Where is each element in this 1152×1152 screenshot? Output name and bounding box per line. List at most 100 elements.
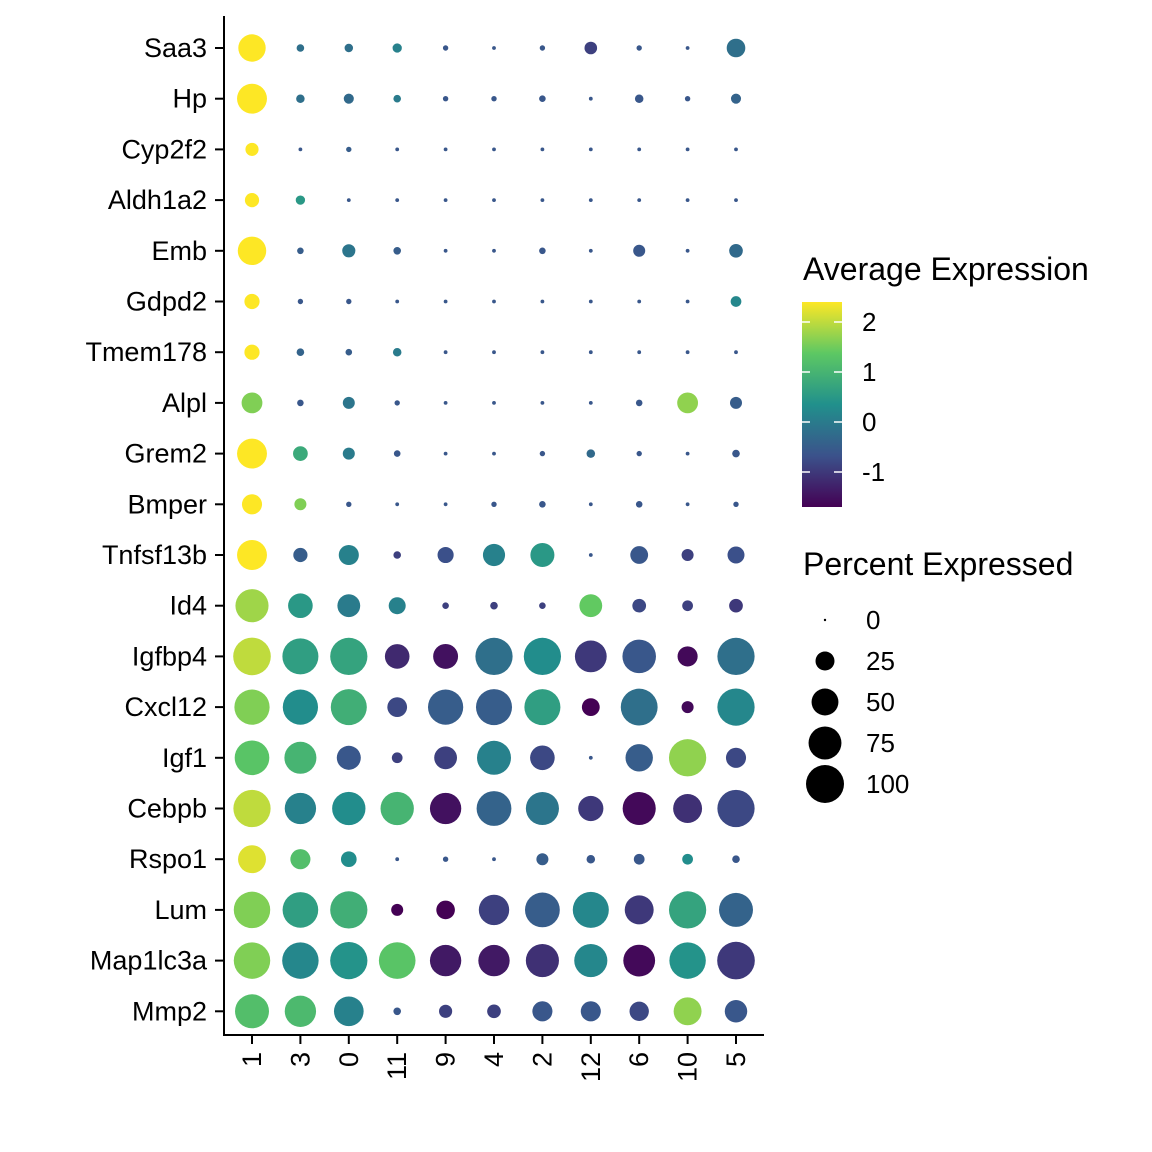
dot-tnfsf13b-cluster-9: [437, 546, 454, 564]
dot-bmper-cluster-1: [241, 494, 263, 515]
dot-igfbp4-cluster-12: [574, 640, 607, 673]
dot-cyp2f2-cluster-3: [298, 147, 303, 152]
y-tick-label-cyp2f2: Cyp2f2: [121, 134, 207, 164]
dot-alpl-cluster-11: [394, 400, 400, 406]
dot-bmper-cluster-3: [294, 498, 307, 511]
y-tick-label-cebpb: Cebpb: [127, 794, 207, 824]
y-tick-label-aldh1a2: Aldh1a2: [108, 185, 207, 215]
dot-aldh1a2-cluster-0: [346, 198, 351, 203]
dot-lum-cluster-11: [391, 903, 404, 916]
dot-alpl-cluster-12: [588, 401, 593, 405]
dot-aldh1a2-cluster-6: [637, 198, 642, 203]
size-legend-dot-50: [811, 688, 839, 716]
dot-lum-cluster-4: [478, 894, 510, 926]
dot-hp-cluster-9: [442, 96, 449, 102]
dot-mmp2-cluster-6: [629, 1001, 649, 1021]
size-legend-label: 75: [866, 728, 895, 758]
dot-grem2-cluster-3: [293, 446, 308, 461]
dot-grem2-cluster-2: [539, 450, 546, 457]
x-tick-label-3: 3: [285, 1052, 315, 1067]
dot-saa3-cluster-11: [392, 43, 402, 53]
dot-cxcl12-cluster-10: [681, 701, 694, 714]
dot-alpl-cluster-3: [297, 399, 304, 407]
dot-hp-cluster-11: [393, 94, 402, 103]
dot-mmp2-cluster-5: [724, 1000, 748, 1023]
dot-igf1-cluster-11: [391, 752, 403, 764]
dot-tnfsf13b-cluster-1: [237, 540, 267, 570]
dot-cyp2f2-cluster-5: [734, 147, 738, 152]
dot-igfbp4-cluster-4: [475, 637, 513, 676]
dot-rspo1-cluster-12: [586, 854, 596, 864]
dot-map1lc3a-cluster-10: [669, 942, 706, 979]
dot-emb-cluster-3: [297, 247, 304, 255]
dot-igfbp4-cluster-0: [330, 637, 368, 676]
dot-mmp2-cluster-0: [333, 996, 364, 1027]
dot-grem2-cluster-4: [492, 451, 496, 456]
dot-tnfsf13b-cluster-4: [482, 543, 506, 567]
dot-saa3-cluster-0: [344, 43, 354, 53]
dot-tmem178-cluster-3: [296, 348, 305, 357]
dot-emb-cluster-6: [633, 244, 646, 257]
dot-saa3-cluster-12: [584, 41, 598, 55]
dot-igfbp4-cluster-9: [433, 643, 459, 669]
dot-bmper-cluster-2: [539, 501, 546, 508]
dot-cebpb-cluster-11: [380, 791, 414, 826]
dot-cyp2f2-cluster-6: [637, 147, 642, 152]
dot-hp-cluster-6: [634, 94, 644, 103]
dot-cebpb-cluster-12: [578, 795, 604, 822]
size-legend-title: Percent Expressed: [803, 546, 1073, 582]
dot-igfbp4-cluster-3: [282, 638, 319, 675]
dot-alpl-cluster-0: [342, 396, 355, 409]
dot-hp-cluster-10: [684, 96, 691, 102]
dot-mmp2-cluster-3: [284, 995, 317, 1027]
dot-rspo1-cluster-11: [395, 857, 400, 862]
dot-id4-cluster-1: [235, 589, 269, 623]
dot-rspo1-cluster-0: [340, 851, 357, 868]
dot-id4-cluster-0: [337, 594, 361, 618]
y-tick-label-lum: Lum: [154, 895, 207, 925]
dot-igfbp4-cluster-11: [384, 644, 410, 669]
dot-mmp2-cluster-4: [487, 1004, 501, 1019]
dot-map1lc3a-cluster-9: [429, 944, 462, 977]
dot-igf1-cluster-4: [477, 740, 511, 775]
dot-cyp2f2-cluster-1: [245, 142, 259, 156]
dot-mmp2-cluster-11: [393, 1007, 402, 1016]
dot-rspo1-cluster-4: [492, 857, 496, 862]
dot-cxcl12-cluster-5: [717, 688, 755, 726]
dot-lum-cluster-9: [436, 900, 455, 920]
dot-tmem178-cluster-1: [244, 344, 260, 360]
dot-gdpd2-cluster-11: [395, 299, 400, 304]
x-tick-label-6: 6: [624, 1052, 654, 1067]
dot-aldh1a2-cluster-9: [443, 198, 448, 203]
color-legend: Average Expression 2 1 0 -1: [802, 251, 1089, 507]
color-legend-label: 0: [862, 407, 876, 437]
dot-map1lc3a-cluster-5: [717, 941, 755, 980]
dot-aldh1a2-cluster-4: [492, 198, 496, 203]
y-tick-label-grem2: Grem2: [124, 439, 207, 469]
dot-cebpb-cluster-6: [622, 791, 656, 826]
dot-saa3-cluster-10: [685, 46, 690, 50]
dot-lum-cluster-5: [719, 892, 753, 927]
dot-cyp2f2-cluster-11: [395, 147, 400, 152]
dot-igfbp4-cluster-5: [717, 637, 755, 676]
dot-tnfsf13b-cluster-6: [630, 546, 649, 564]
dot-id4-cluster-11: [388, 597, 406, 615]
dot-cebpb-cluster-4: [476, 791, 512, 826]
size-legend-label: 100: [866, 769, 909, 799]
dot-igf1-cluster-2: [530, 745, 555, 771]
dot-map1lc3a-cluster-6: [623, 944, 656, 977]
dot-alpl-cluster-2: [540, 401, 545, 405]
dot-tmem178-cluster-5: [734, 350, 738, 355]
size-legend-label: 50: [866, 687, 895, 717]
dot-tnfsf13b-cluster-12: [588, 553, 593, 557]
dot-emb-cluster-1: [237, 236, 267, 266]
dot-alpl-cluster-5: [729, 396, 743, 409]
dot-igf1-cluster-12: [588, 755, 593, 760]
dot-rspo1-cluster-5: [732, 855, 740, 863]
dot-cxcl12-cluster-4: [475, 689, 513, 726]
dot-aldh1a2-cluster-5: [734, 198, 738, 203]
dot-cebpb-cluster-5: [717, 789, 755, 828]
dot-emb-cluster-2: [539, 247, 546, 255]
dot-alpl-cluster-6: [635, 399, 643, 407]
dot-cebpb-cluster-1: [233, 789, 271, 828]
